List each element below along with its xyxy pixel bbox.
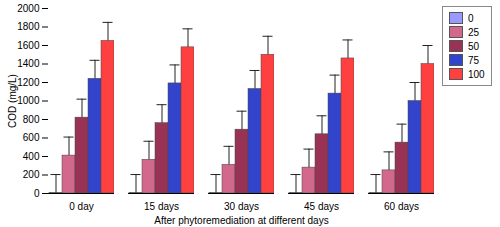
svg-text:400: 400 [23,151,40,162]
svg-text:2000: 2000 [17,3,40,14]
html-text:0: 0 [468,12,474,24]
html-text:50: 50 [468,40,480,52]
svg-text:45 days: 45 days [304,201,339,212]
svg-text:After phytoremediation at diff: After phytoremediation at different days [154,215,328,226]
svg-text:0: 0 [34,188,40,199]
svg-text:200: 200 [23,169,40,180]
svg-text:0 day: 0 day [69,201,93,212]
svg-text:800: 800 [23,114,40,125]
svg-text:1000: 1000 [17,95,40,106]
svg-text:60 days: 60 days [384,201,419,212]
html-text:100: 100 [468,68,485,80]
svg-text:1600: 1600 [17,40,40,51]
svg-text:1200: 1200 [17,77,40,88]
html-text:75: 75 [468,54,480,66]
svg-text:30 days: 30 days [224,201,259,212]
svg-text:1400: 1400 [17,58,40,69]
svg-text:15 days: 15 days [144,201,179,212]
svg-text:600: 600 [23,132,40,143]
svg-text:COD (mg/L): COD (mg/L) [7,74,18,128]
svg-text:1800: 1800 [17,21,40,32]
html-text:25: 25 [468,26,480,38]
